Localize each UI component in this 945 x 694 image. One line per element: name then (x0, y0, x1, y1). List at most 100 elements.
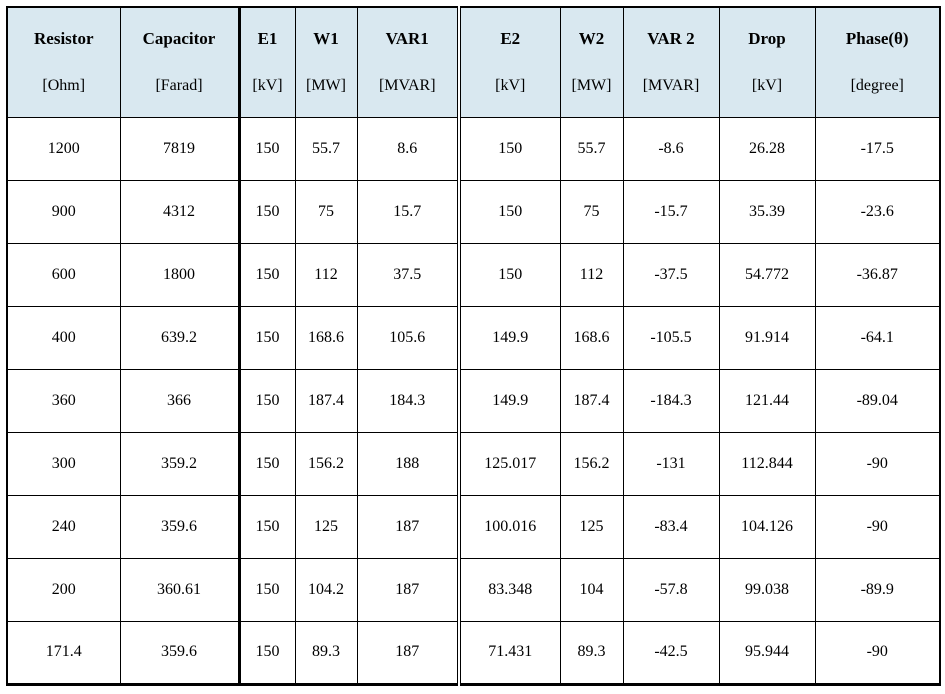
column-unit: [kV] (252, 77, 283, 95)
table-cell: 125 (294, 494, 358, 559)
table-cell: 149.9 (458, 305, 561, 370)
column-name: Phase(θ) (845, 29, 909, 49)
table-cell: 168.6 (559, 305, 624, 370)
table-cell: 168.6 (294, 305, 358, 370)
column-name: W2 (578, 29, 605, 49)
table-row: 600 1800 150 112 37.5 150 112 -37.5 54.772 -36.87 (6, 242, 941, 307)
column-unit: [kV] (495, 77, 526, 95)
column-name: VAR1 (385, 29, 429, 49)
table-cell: 359.6 (119, 620, 241, 685)
table-cell: 100.016 (458, 494, 561, 559)
column-name: Drop (748, 29, 786, 49)
table-cell: 300 (6, 431, 121, 496)
table-cell: 26.28 (718, 116, 816, 181)
column-header-resistor: Resistor [Ohm] (6, 6, 121, 118)
table-cell: -90 (814, 620, 941, 685)
table-cell: 104.126 (718, 494, 816, 559)
table-cell: 15.7 (356, 179, 461, 244)
table-row: 400 639.2 150 168.6 105.6 149.9 168.6 -105.5 91.… (6, 305, 941, 370)
table-cell: 75 (559, 179, 624, 244)
column-header-drop: Drop [kV] (718, 6, 816, 118)
table-cell: 156.2 (294, 431, 358, 496)
table-cell: 112 (294, 242, 358, 307)
table-cell: 600 (6, 242, 121, 307)
table-cell: 99.038 (718, 557, 816, 622)
table-cell: -90 (814, 431, 941, 496)
table-cell: 150 (238, 305, 296, 370)
table-cell: 150 (458, 179, 561, 244)
table-cell: 150 (458, 242, 561, 307)
table-cell: -8.6 (622, 116, 720, 181)
table-cell: 4312 (119, 179, 241, 244)
table-cell: 150 (238, 242, 296, 307)
table-cell: 150 (238, 368, 296, 433)
column-header-w1: W1 [MW] (294, 6, 358, 118)
column-unit: [degree] (850, 77, 904, 95)
column-unit: [MW] (571, 77, 612, 95)
table-row: 240 359.6 150 125 187 100.016 125 -83.4 104.126-… (6, 494, 941, 559)
table-cell: -105.5 (622, 305, 720, 370)
table-cell: 150 (458, 116, 561, 181)
table-cell: 54.772 (718, 242, 816, 307)
table-cell: 156.2 (559, 431, 624, 496)
table-cell: 360 (6, 368, 121, 433)
table-cell: 188 (356, 431, 461, 496)
table-cell: -89.9 (814, 557, 941, 622)
table-cell: 125.017 (458, 431, 561, 496)
table-cell: 900 (6, 179, 121, 244)
table-cell: 37.5 (356, 242, 461, 307)
table-cell: 112.844 (718, 431, 816, 496)
column-unit: [MW] (306, 77, 346, 95)
table-cell: 91.914 (718, 305, 816, 370)
table-cell: -90 (814, 494, 941, 559)
table-cell: 400 (6, 305, 121, 370)
table-row: 900 4312 150 75 15.7 150 75 -15.7 35.39 -23.6 (6, 179, 941, 244)
column-unit: [kV] (751, 77, 783, 95)
column-header-w2: W2 [MW] (559, 6, 624, 118)
table-cell: 639.2 (119, 305, 241, 370)
column-name: E1 (257, 29, 278, 49)
header-row: Resistor [Ohm] Capacitor [Farad] E1 [kV]… (6, 6, 941, 118)
column-unit: [MVAR] (378, 77, 436, 95)
table-cell: -42.5 (622, 620, 720, 685)
table-cell: 360.61 (119, 557, 241, 622)
table-cell: -64.1 (814, 305, 941, 370)
table-cell: 89.3 (294, 620, 358, 685)
table-cell: 55.7 (294, 116, 358, 181)
table-cell: -184.3 (622, 368, 720, 433)
table-cell: 184.3 (356, 368, 461, 433)
column-unit: [Farad] (155, 77, 203, 95)
table-row: 300 359.2 150 156.2 188 125.017 156.2 -131 112.8… (6, 431, 941, 496)
table-cell: 150 (238, 179, 296, 244)
table-body: 1200 7819 150 55.7 8.6 150 55.7 -8.6 26.28 -17.5 9… (6, 116, 941, 685)
table-row: 171.4 359.6 150 89.3 187 71.431 89.3 -42.5 95.94… (6, 620, 941, 685)
table-cell: 150 (238, 431, 296, 496)
table-cell: 187 (356, 557, 461, 622)
table-cell: 359.2 (119, 431, 241, 496)
column-header-e1: E1 [kV] (238, 6, 296, 118)
table-cell: 105.6 (356, 305, 461, 370)
column-header-capacitor: Capacitor [Farad] (119, 6, 241, 118)
table-cell: 150 (238, 494, 296, 559)
table-cell: 8.6 (356, 116, 461, 181)
table-cell: 187 (356, 620, 461, 685)
data-table: Resistor [Ohm] Capacitor [Farad] E1 [kV]… (6, 6, 941, 686)
table-header: Resistor [Ohm] Capacitor [Farad] E1 [kV]… (6, 6, 941, 118)
column-unit: [Ohm] (42, 77, 86, 95)
table-row: 1200 7819 150 55.7 8.6 150 55.7 -8.6 26.28 -17.5 (6, 116, 941, 181)
table-cell: 83.348 (458, 557, 561, 622)
table-cell: 125 (559, 494, 624, 559)
table-cell: -15.7 (622, 179, 720, 244)
table-cell: 104.2 (294, 557, 358, 622)
table-cell: 240 (6, 494, 121, 559)
column-header-phase: Phase(θ) [degree] (814, 6, 941, 118)
table-cell: 75 (294, 179, 358, 244)
column-name: Resistor (34, 29, 94, 49)
table-cell: 200 (6, 557, 121, 622)
table-cell: -131 (622, 431, 720, 496)
table-cell: 7819 (119, 116, 241, 181)
table-cell: 55.7 (559, 116, 624, 181)
table-cell: 95.944 (718, 620, 816, 685)
table-cell: -23.6 (814, 179, 941, 244)
table-row: 360 366 150 187.4 184.3 149.9 187.4 -184.3 121.4… (6, 368, 941, 433)
